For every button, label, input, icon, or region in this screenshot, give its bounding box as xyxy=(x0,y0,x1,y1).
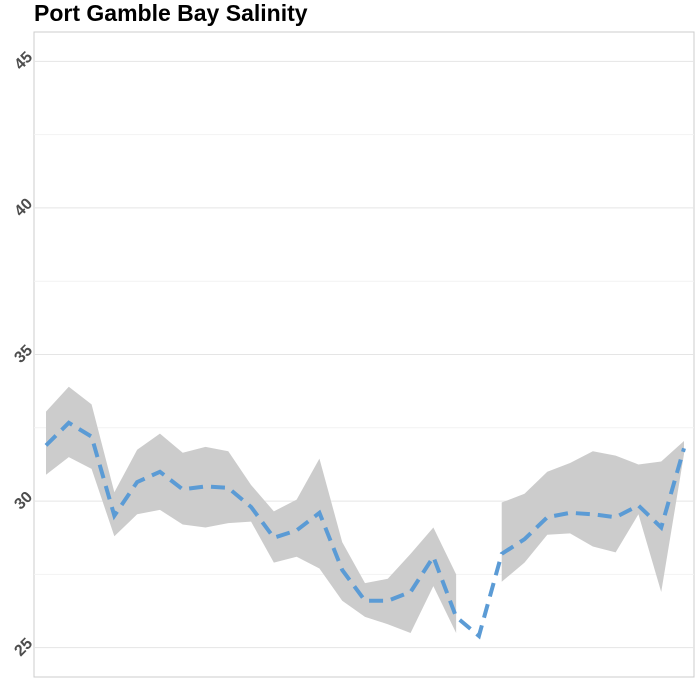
y-tick-label: 40 xyxy=(11,195,36,220)
y-tick-label: 45 xyxy=(11,49,36,74)
y-tick-label: 30 xyxy=(11,489,36,514)
line xyxy=(44,420,686,640)
chart-title: Port Gamble Bay Salinity xyxy=(34,0,308,26)
y-tick-label: 35 xyxy=(11,342,36,367)
y-tick-label: 25 xyxy=(11,635,36,660)
confidence-band xyxy=(501,440,684,592)
